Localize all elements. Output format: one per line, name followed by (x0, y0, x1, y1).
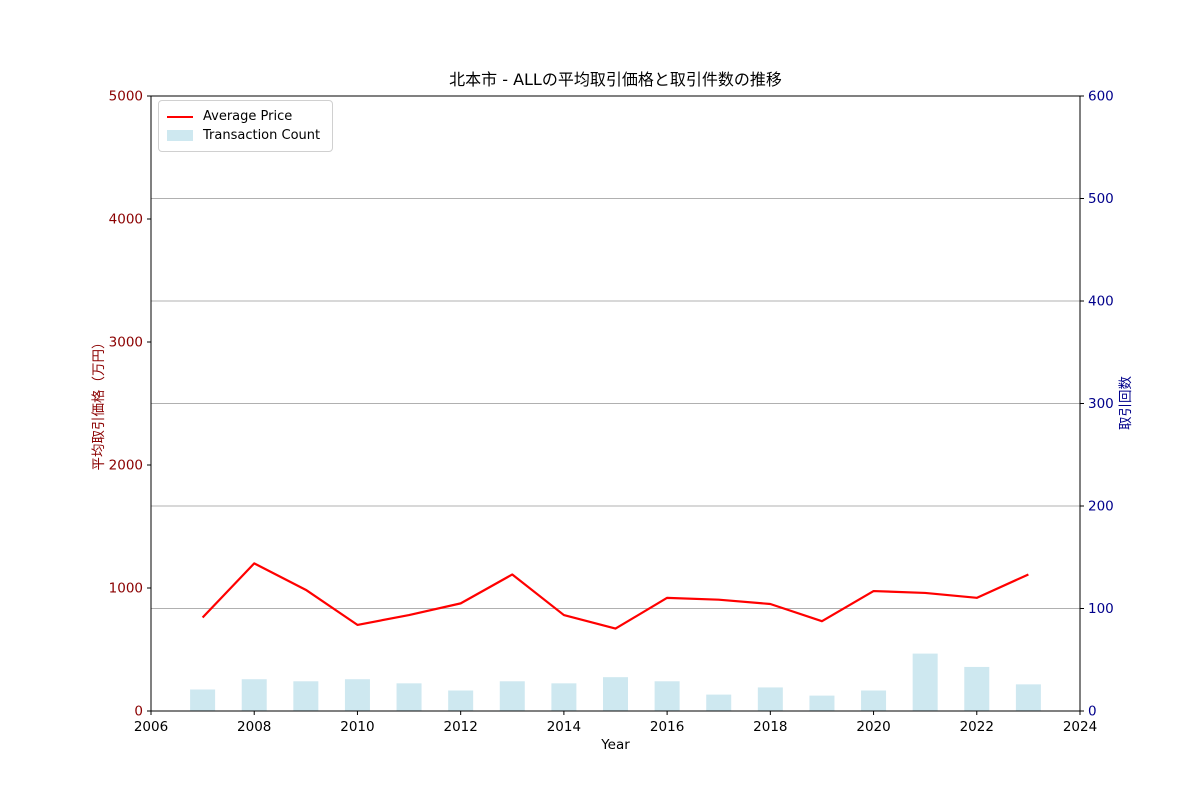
gridlines (151, 198, 1080, 609)
left-y-axis-label: 平均取引価格（万円） (91, 335, 107, 471)
x-tick-label: 2010 (340, 719, 374, 735)
chart-title: 北本市 - ALLの平均取引価格と取引件数の推移 (449, 70, 782, 89)
right-y-tick-label: 300 (1088, 396, 1114, 412)
count-bar (1015, 684, 1041, 711)
legend: Average Price Transaction Count (158, 100, 334, 152)
transaction-count-bars (190, 653, 1041, 711)
count-bar (190, 689, 216, 711)
count-bar (344, 679, 370, 711)
x-tick-label: 2022 (960, 719, 994, 735)
x-tick-label: 2016 (650, 719, 684, 735)
left-y-tick-label: 4000 (109, 212, 143, 228)
right-y-tick-label: 0 (1088, 704, 1097, 720)
count-bar (603, 677, 628, 711)
patch-swatch-icon (167, 130, 193, 141)
x-tick-label: 2020 (856, 719, 890, 735)
right-y-tick-label: 200 (1088, 499, 1114, 515)
right-y-ticks: 0 100 200 300 400 500 600 (1080, 89, 1114, 720)
right-y-tick-label: 600 (1088, 89, 1114, 105)
price-line (201, 562, 1029, 630)
left-y-ticks: 0 1000 2000 3000 4000 5000 (109, 89, 151, 720)
left-y-tick-label: 3000 (109, 335, 143, 351)
count-bar (912, 653, 938, 711)
x-tick-label: 2006 (134, 719, 168, 735)
x-tick-label: 2018 (753, 719, 787, 735)
count-bar (293, 681, 319, 711)
count-bar (706, 694, 732, 711)
count-bar (809, 695, 835, 711)
right-y-axis-label: 取引回数 (1118, 376, 1134, 430)
count-bar (396, 683, 422, 711)
left-y-tick-label: 1000 (109, 581, 143, 597)
legend-label: Average Price (203, 109, 293, 124)
count-bar (861, 690, 887, 711)
count-bar (551, 683, 577, 711)
x-axis-label: Year (601, 737, 630, 753)
legend-item-average-price: Average Price (167, 107, 320, 126)
legend-label: Transaction Count (203, 128, 321, 143)
legend-item-transaction-count: Transaction Count (167, 126, 320, 145)
count-bar (448, 690, 474, 711)
count-bar (499, 681, 525, 711)
x-tick-label: 2012 (443, 719, 477, 735)
x-ticks: 2006 2008 2010 2012 2014 2016 2018 2020 2022 2024 (134, 711, 1097, 735)
x-tick-label: 2008 (237, 719, 271, 735)
count-bar (964, 666, 990, 711)
count-bar (241, 679, 267, 711)
x-tick-label: 2014 (547, 719, 581, 735)
right-y-tick-label: 100 (1088, 601, 1114, 617)
left-y-tick-label: 5000 (109, 89, 143, 105)
right-y-tick-label: 500 (1088, 191, 1114, 207)
left-y-tick-label: 0 (134, 704, 143, 720)
count-bar (757, 687, 783, 711)
right-y-tick-label: 400 (1088, 294, 1114, 310)
count-bar (654, 681, 680, 711)
x-tick-label: 2024 (1063, 719, 1097, 735)
left-y-tick-label: 2000 (109, 458, 143, 474)
line-swatch-icon (167, 115, 193, 118)
